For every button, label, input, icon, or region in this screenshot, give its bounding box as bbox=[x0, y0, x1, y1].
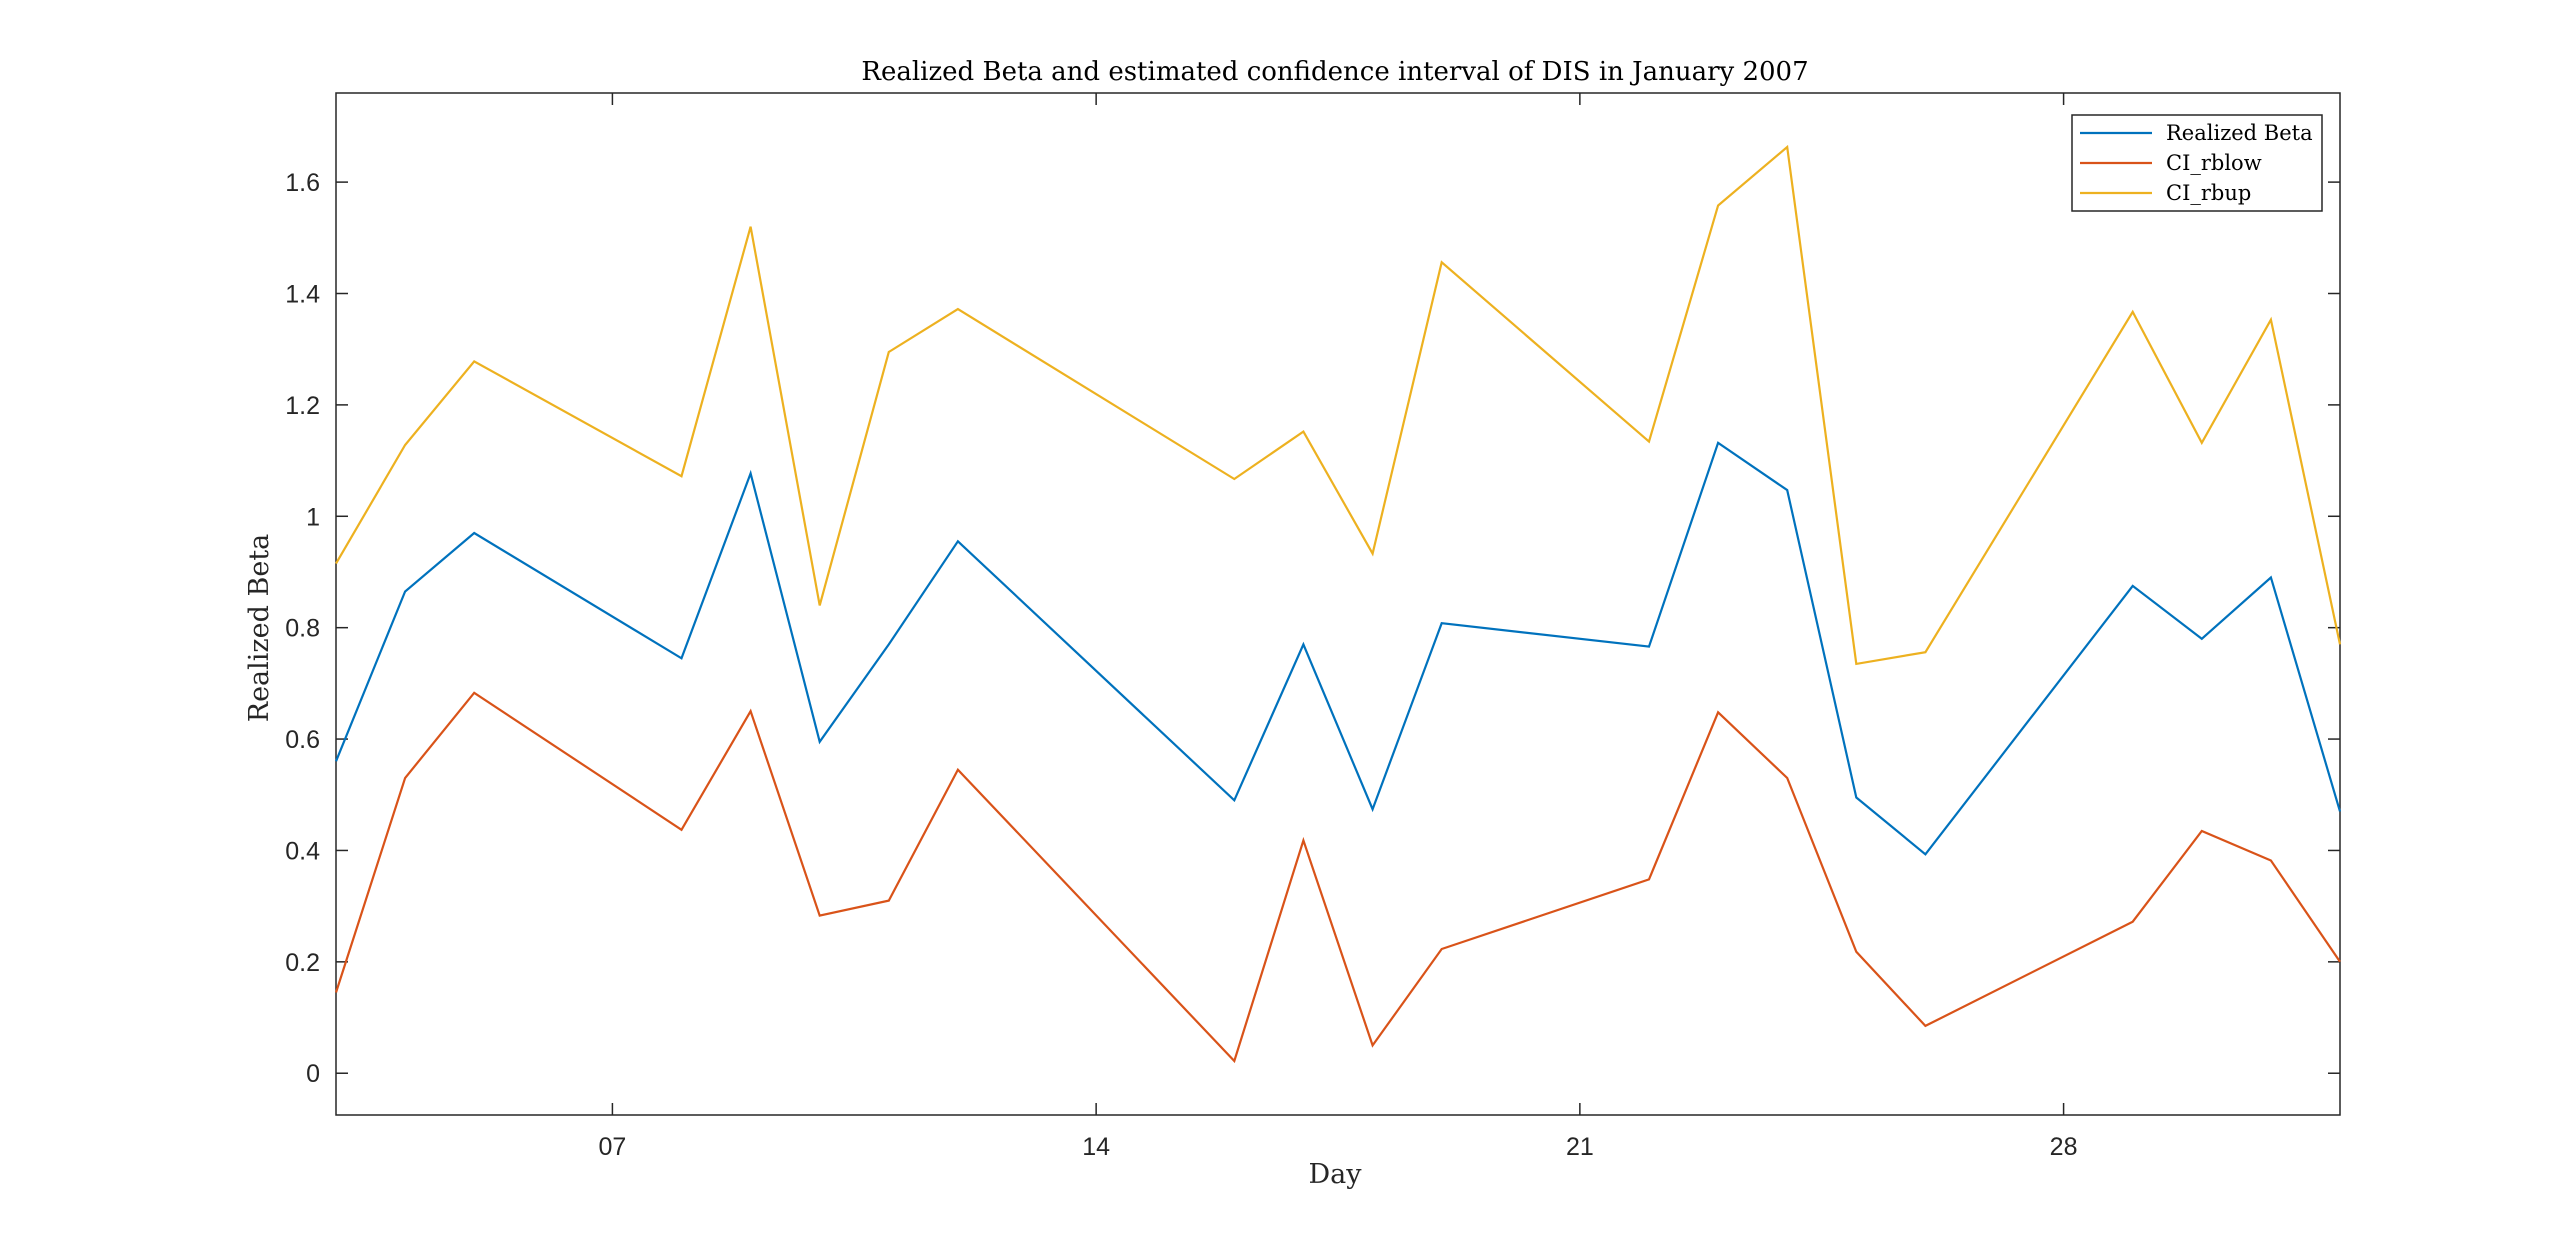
y-tick-label: 1.4 bbox=[285, 281, 320, 309]
plot-axes bbox=[335, 92, 2341, 1116]
series-line-2 bbox=[335, 144, 2342, 666]
legend-entry: CI_rblow bbox=[2166, 151, 2262, 175]
tick-labels: 07 14 21 28 0 0.2 0.4 0.6 0.8 1 1.2 1.4 1.6 bbox=[285, 169, 2077, 1161]
y-tick-label: 0.2 bbox=[285, 949, 320, 977]
x-tick-label: 14 bbox=[1082, 1133, 1110, 1161]
y-tick-label: 0 bbox=[306, 1060, 320, 1088]
y-tick-label: 1 bbox=[306, 503, 320, 531]
legend-entry: CI_rbup bbox=[2166, 181, 2251, 205]
x-tick-label: 07 bbox=[599, 1133, 627, 1161]
series-line-1 bbox=[334, 691, 2341, 1064]
y-tick-label: 1.6 bbox=[285, 169, 320, 197]
series-line-0 bbox=[334, 441, 2342, 856]
x-tick-label: 28 bbox=[2050, 1133, 2078, 1161]
x-tick-label: 21 bbox=[1566, 1133, 1594, 1161]
y-tick-label: 0.6 bbox=[285, 726, 320, 754]
legend: Realized Beta CI_rblow CI_rbup bbox=[2071, 114, 2323, 212]
chart-title: Realized Beta and estimated confidence i… bbox=[861, 57, 1808, 87]
y-tick-label: 0.4 bbox=[285, 837, 320, 865]
y-axis-label: Realized Beta bbox=[244, 534, 275, 723]
series-lines bbox=[334, 144, 2342, 1064]
x-axis-label: Day bbox=[1309, 1159, 1363, 1190]
plot-box bbox=[335, 92, 2341, 1116]
legend-entry: Realized Beta bbox=[2166, 121, 2313, 145]
y-tick-label: 1.2 bbox=[285, 392, 320, 420]
y-tick-label: 0.8 bbox=[285, 615, 320, 643]
